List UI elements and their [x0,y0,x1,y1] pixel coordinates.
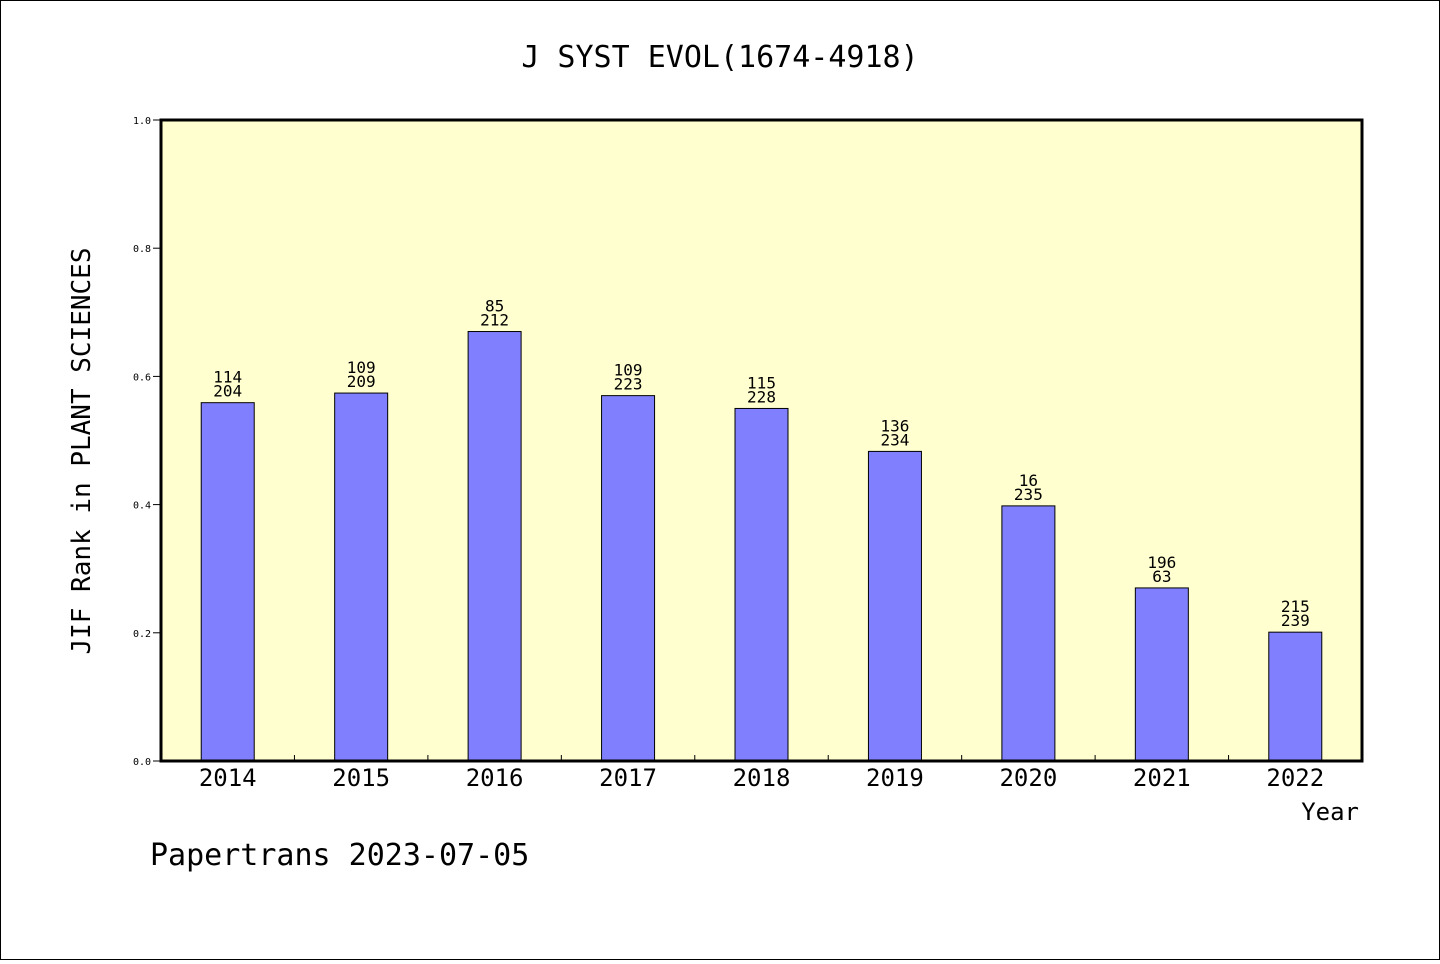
bar-2017 [601,395,656,762]
data-label-top-2020: 16 [1019,471,1038,490]
y-tick-label: 0.8 [133,244,151,255]
data-label-bottom-2020: 235 [1014,485,1043,504]
x-tick-label-2014: 2014 [199,764,257,792]
bar-2015 [334,392,389,762]
y-tick-label: 0.4 [133,501,151,512]
x-tick-label-2015: 2015 [332,764,390,792]
data-label-bottom-2017: 223 [614,375,643,394]
data-label-top-2018: 115 [747,373,776,392]
bar-2018 [734,407,789,762]
x-tick-label-2020: 2020 [999,764,1057,792]
bar-2021 [1134,587,1189,762]
data-label-bottom-2016: 212 [480,311,509,330]
data-label-top-2019: 136 [880,416,909,435]
y-axis-label: JIF Rank in PLANT SCIENCES [67,248,97,655]
x-tick-label-2017: 2017 [599,764,657,792]
bar-2019 [867,450,922,762]
bar-2020 [1001,505,1056,762]
data-label-top-2022: 215 [1281,597,1310,616]
x-tick-label-2021: 2021 [1133,764,1191,792]
footer-text: Papertrans 2023-07-05 [150,838,529,873]
chart-title: J SYST EVOL(1674-4918) [521,40,918,75]
y-tick-label: 0.6 [133,372,151,383]
data-label-top-2014: 114 [213,368,242,387]
data-label-bottom-2018: 228 [747,387,776,406]
data-label-bottom-2014: 204 [213,382,242,401]
y-axis-ticks: 0.0 0.2 0.4 0.6 0.8 1.0 [133,116,161,768]
data-label-bottom-2022: 239 [1281,611,1310,630]
data-label-top-2016: 85 [485,297,504,316]
x-tick-label-2019: 2019 [866,764,924,792]
data-label-top-2021: 196 [1147,553,1176,572]
data-label-top-2015: 109 [347,358,376,377]
y-tick-label: 0.0 [133,757,151,768]
data-label-bottom-2021: 63 [1152,567,1171,586]
x-axis-label: Year [1301,798,1359,826]
x-tick-label-2016: 2016 [466,764,524,792]
x-axis-ticks: 2014 2015 2016 2017 2018 2019 2020 2021 2022 [199,755,1324,792]
x-tick-label-2022: 2022 [1266,764,1324,792]
x-tick-label-2018: 2018 [733,764,791,792]
bar-2014 [200,402,255,762]
data-label-bottom-2019: 234 [880,430,909,449]
bars-group [200,331,1323,762]
bar-2022 [1268,631,1323,762]
y-tick-label: 1.0 [133,116,151,127]
data-label-bottom-2015: 209 [347,372,376,391]
y-tick-label: 0.2 [133,629,151,640]
data-label-top-2017: 109 [614,361,643,380]
plot-border [159,118,1364,763]
bar-2016 [467,331,522,762]
